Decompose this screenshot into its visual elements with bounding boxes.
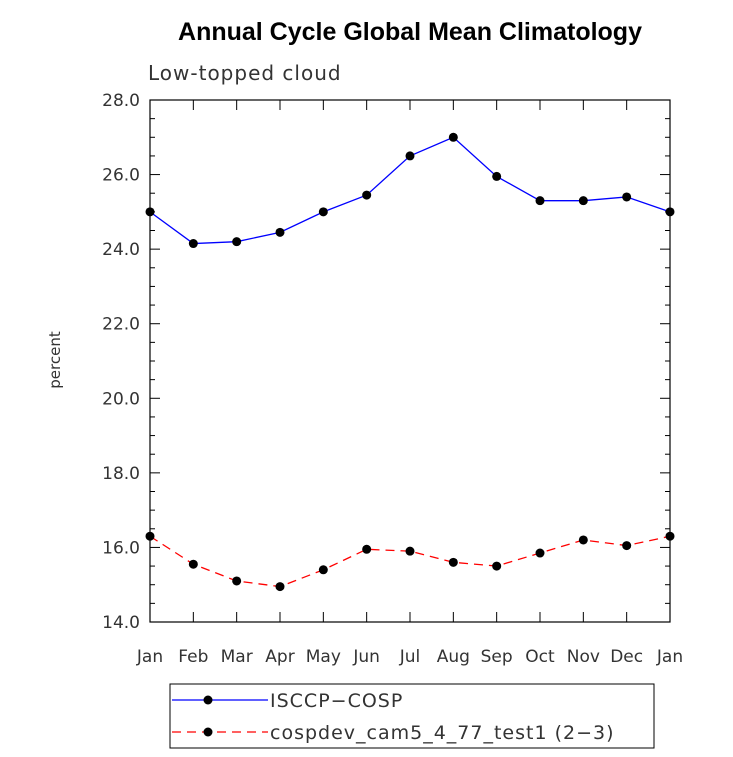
y-tick-label: 16.0 (102, 538, 140, 558)
legend-marker-0 (203, 695, 213, 705)
y-tick-label: 22.0 (102, 315, 140, 335)
series-1-point (535, 548, 545, 558)
series-0-point (448, 132, 458, 142)
x-tick-label: Jan (656, 647, 683, 667)
series-1-point (145, 531, 155, 541)
chart-title: Annual Cycle Global Mean Climatology (178, 18, 642, 46)
series-1-point (188, 559, 198, 569)
series-0-point (405, 151, 415, 161)
y-tick-label: 14.0 (102, 613, 140, 633)
x-tick-label: Sep (481, 647, 513, 667)
series-1-point (448, 557, 458, 567)
legend-box (169, 683, 655, 749)
legend-label-1: cospdev_cam5_4_77_test1 (2−3) (270, 722, 615, 744)
y-tick-label: 26.0 (102, 166, 140, 186)
series-1-point (578, 535, 588, 545)
series-1-point (622, 541, 632, 551)
series-line-1 (149, 535, 671, 588)
series-1-point (362, 544, 372, 554)
series-1-point (318, 565, 328, 575)
series-0-point (232, 237, 242, 247)
x-tick-label: Dec (610, 647, 643, 667)
y-axis-label: percent (46, 331, 64, 389)
chart-subtitle: Low-topped cloud (148, 61, 342, 85)
x-tick-label: Apr (265, 647, 294, 667)
x-tick-label: Feb (178, 647, 208, 667)
axis-ticks: 14.0 16.0 18.0 20.0 22.0 24.0 26.0 28.0 Jan Feb Ma… (102, 91, 683, 667)
series-0-point (145, 207, 155, 217)
series-0-point (665, 207, 675, 217)
series-1-point (275, 582, 285, 592)
x-tick-label: Jul (399, 647, 421, 667)
x-tick-label: Oct (525, 647, 555, 667)
series-0-point (492, 171, 502, 181)
legend-label-0: ISCCP−COSP (270, 690, 403, 712)
series-0-point (578, 196, 588, 206)
series-1-point (405, 546, 415, 556)
series-0-point (188, 239, 198, 249)
series-0-point (275, 227, 285, 237)
series-0-point (622, 192, 632, 202)
y-tick-label: 24.0 (102, 240, 140, 260)
series-0-point (318, 207, 328, 217)
y-tick-label: 20.0 (102, 389, 140, 409)
y-tick-label: 18.0 (102, 464, 140, 484)
legend: ISCCP−COSP cospdev_cam5_4_77_test1 (2−3) (169, 683, 655, 749)
x-tick-label: Nov (567, 647, 600, 667)
plot-frame (149, 99, 671, 623)
x-tick-label: May (306, 647, 341, 667)
x-tick-label: Mar (221, 647, 253, 667)
series-1-point (665, 531, 675, 541)
series-1-point (232, 576, 242, 586)
series-0-point (362, 190, 372, 200)
legend-marker-1 (203, 727, 213, 737)
x-tick-label: Jan (136, 647, 163, 667)
series-0-point (535, 196, 545, 206)
x-tick-label: Aug (437, 647, 470, 667)
series-1-point (492, 561, 502, 571)
x-tick-label: Jun (352, 647, 380, 667)
y-tick-label: 28.0 (102, 91, 140, 111)
series-layer (145, 132, 675, 592)
